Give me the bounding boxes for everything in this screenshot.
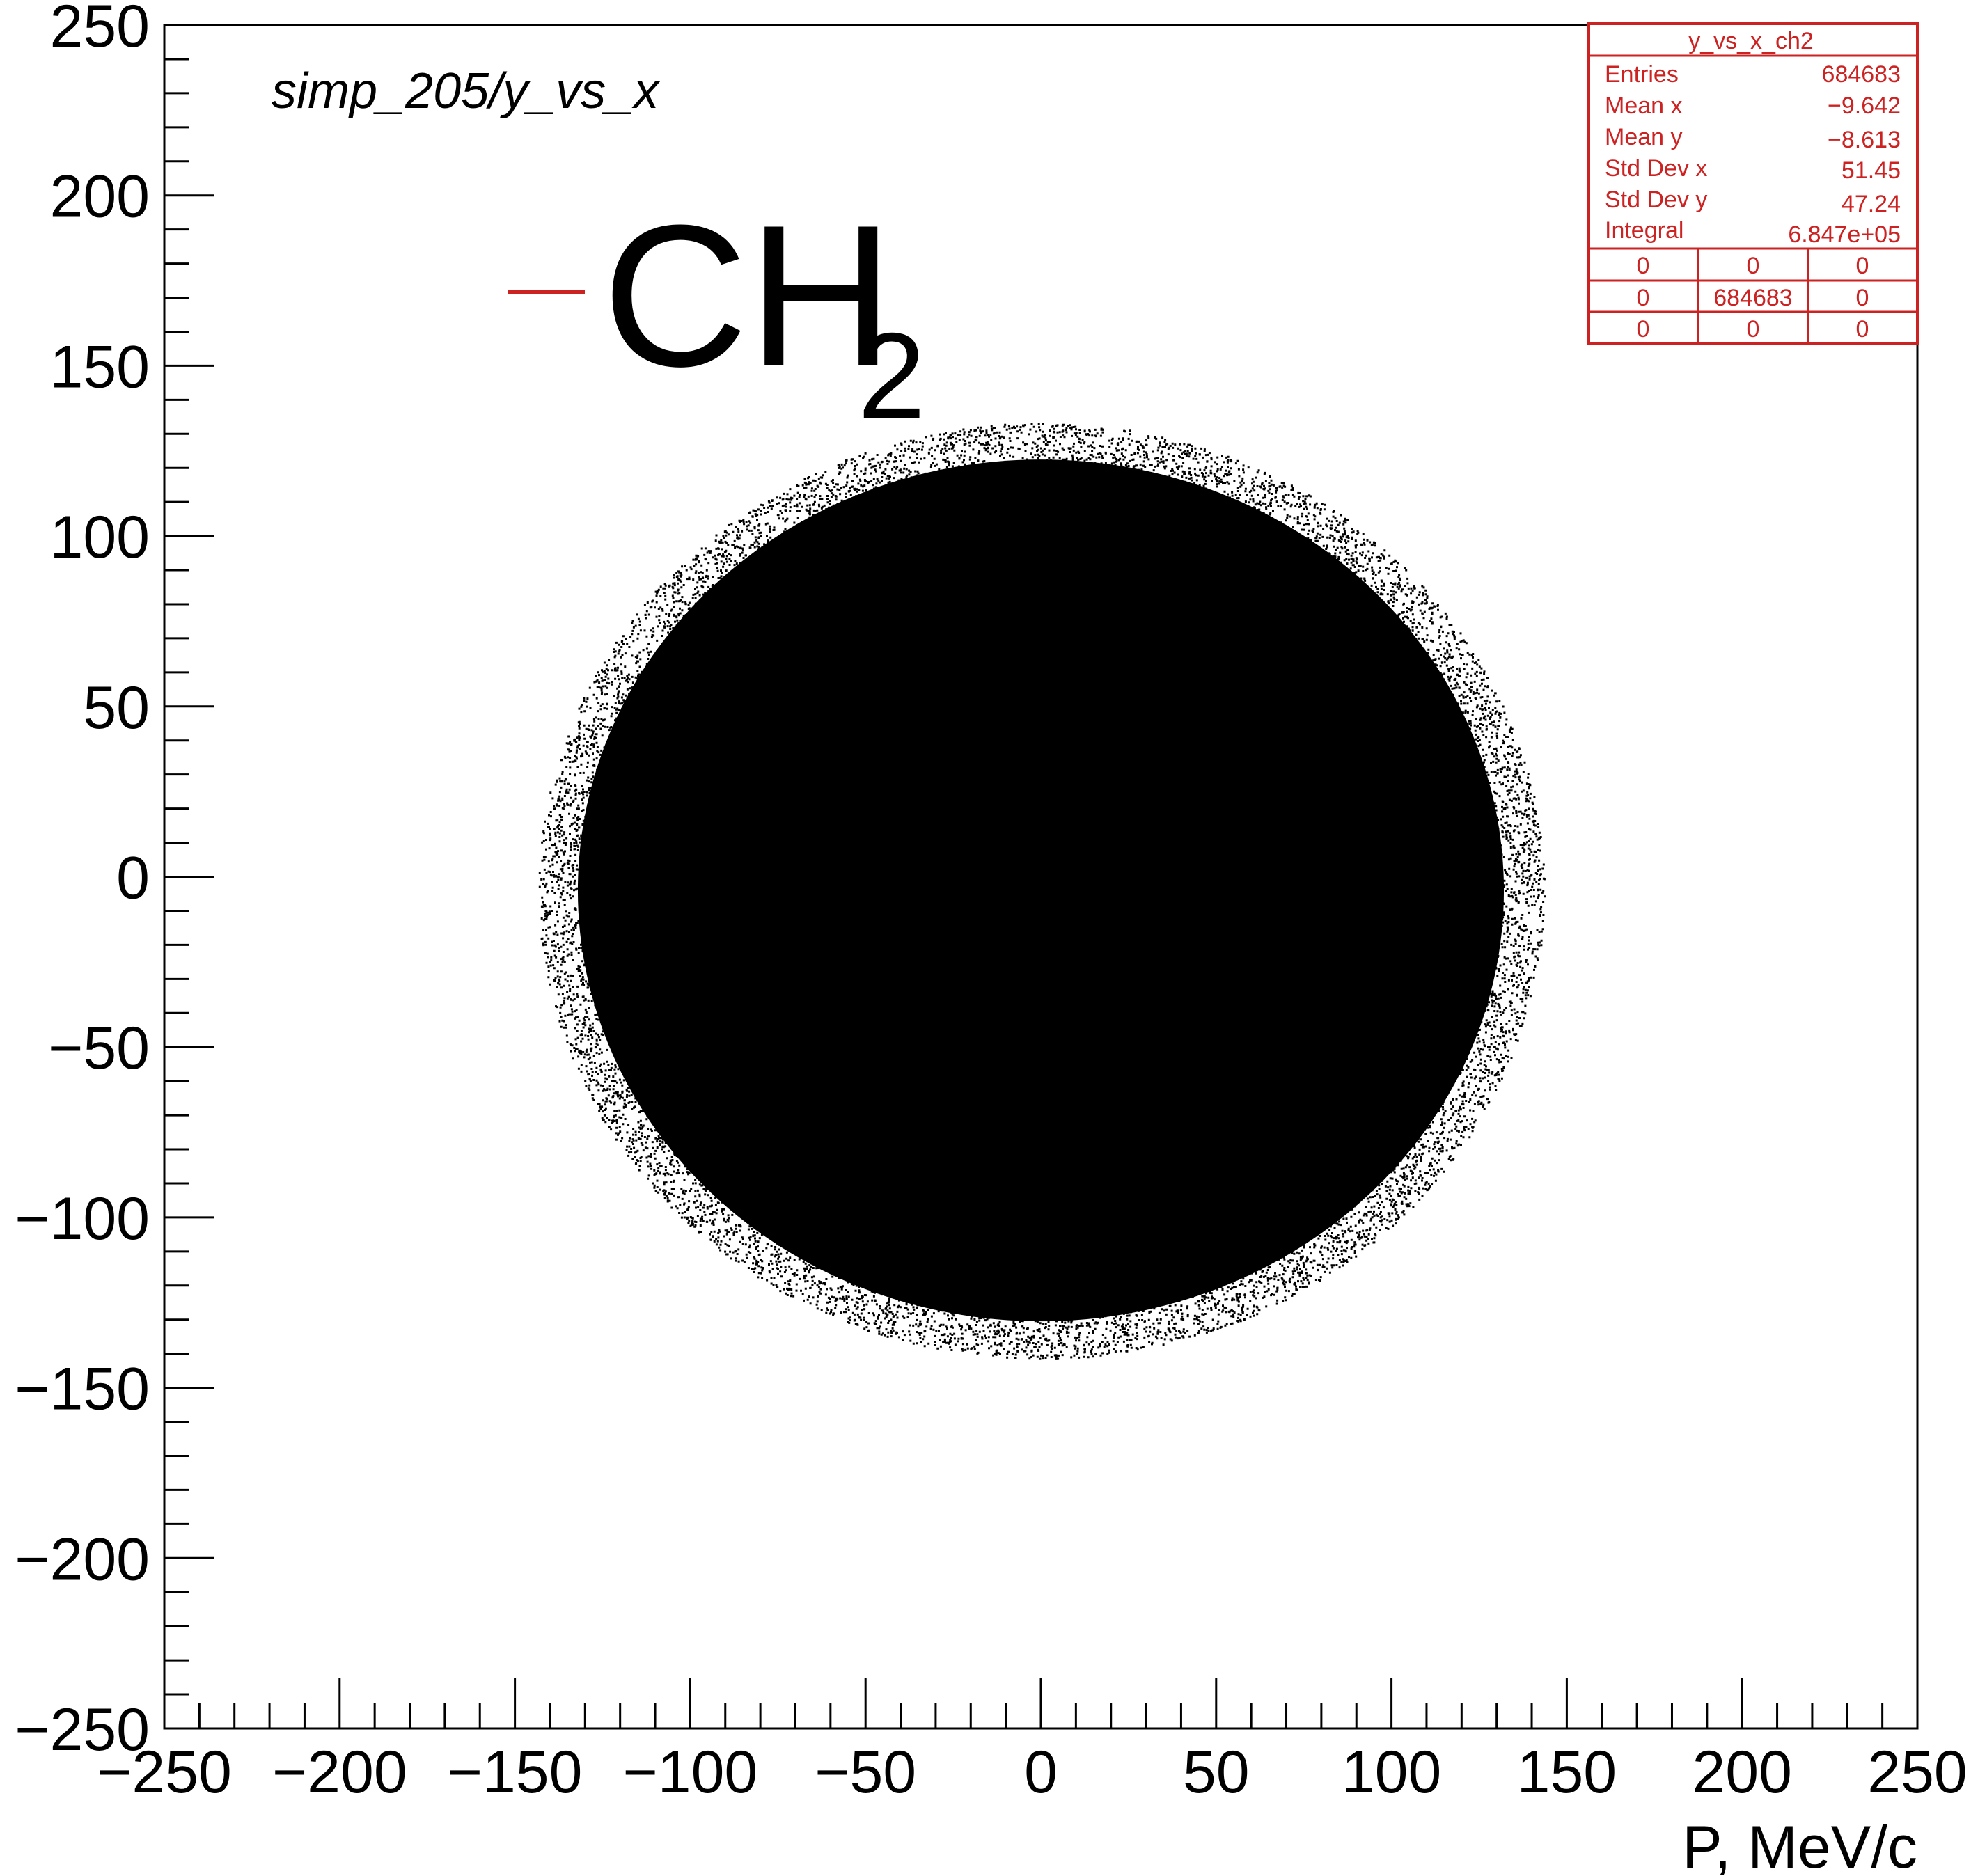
x-tick-label: 200 <box>1692 1739 1792 1806</box>
data-points <box>538 423 1546 1360</box>
stats-grid-cell: 0 <box>1637 253 1650 279</box>
stats-grid-cell: 0 <box>1747 253 1760 279</box>
x-tick-label: −150 <box>448 1739 583 1806</box>
y-tick-label: 200 <box>50 164 150 230</box>
stats-grid-cell: 0 <box>1637 316 1650 342</box>
y-tick-label: −250 <box>15 1696 150 1763</box>
x-axis: −250 −200 −150 −100 −50 0 50 100 150 200 250 <box>97 1678 1968 1806</box>
plot-title: simp_205/y_vs_x <box>272 63 661 119</box>
stats-label-std-dev-x: Std Dev x <box>1605 155 1707 182</box>
x-tick-label: 100 <box>1342 1739 1442 1806</box>
y-axis: −250 −200 −150 −100 −50 0 50 100 150 200 250 <box>15 0 214 1763</box>
stats-grid-cell: 0 <box>1747 316 1760 342</box>
scatter-core <box>577 459 1505 1322</box>
stats-value-mean-y: −8.613 <box>1828 127 1901 153</box>
x-tick-label: −50 <box>815 1739 916 1806</box>
x-tick-label: −200 <box>272 1739 407 1806</box>
stats-label-mean-y: Mean y <box>1605 124 1683 150</box>
stats-grid-cell: 0 <box>1856 253 1869 279</box>
stats-box: y_vs_x_ch2 Entries 684683 Mean x −9.642 … <box>1587 22 1919 345</box>
x-tick-label: 150 <box>1517 1739 1617 1806</box>
stats-grid-cell: 0 <box>1856 316 1869 342</box>
stats-grid-cell: 0 <box>1637 285 1650 311</box>
stats-label-std-dev-y: Std Dev y <box>1605 187 1707 213</box>
stats-box-frame <box>1587 22 1919 345</box>
y-tick-label: 0 <box>116 845 150 912</box>
stats-label-entries: Entries <box>1605 61 1679 88</box>
stats-value-mean-x: −9.642 <box>1828 93 1901 119</box>
stats-value-integral: 6.847e+05 <box>1788 221 1901 248</box>
stats-title: y_vs_x_ch2 <box>1688 28 1814 54</box>
stats-label-integral: Integral <box>1605 217 1683 244</box>
y-tick-label: −200 <box>15 1526 150 1593</box>
x-tick-label: 50 <box>1183 1739 1250 1806</box>
y-tick-label: −100 <box>15 1185 150 1252</box>
stats-value-std-dev-y: 47.24 <box>1842 191 1901 217</box>
stats-label-mean-x: Mean x <box>1605 93 1683 119</box>
legend: CH 2 <box>508 183 925 444</box>
x-tick-label: 0 <box>1024 1739 1058 1806</box>
stats-value-std-dev-x: 51.45 <box>1842 157 1901 184</box>
y-tick-label: 150 <box>50 333 150 400</box>
y-tick-label: 250 <box>50 0 150 60</box>
y-tick-label: 100 <box>50 504 150 571</box>
x-tick-label: 250 <box>1867 1739 1968 1806</box>
legend-label-ch2: CH <box>602 183 894 409</box>
y-tick-label: −150 <box>15 1356 150 1423</box>
stats-value-entries: 684683 <box>1822 61 1901 88</box>
y-tick-label: −50 <box>48 1015 150 1082</box>
x-axis-label: P, MeV/c <box>1682 1814 1917 1876</box>
legend-subscript-ch2: 2 <box>858 308 925 444</box>
y-tick-label: 50 <box>83 675 150 741</box>
stats-grid-cell: 684683 <box>1713 285 1792 311</box>
x-tick-label: −100 <box>623 1739 758 1806</box>
stats-grid-cell: 0 <box>1856 285 1869 311</box>
x-tick-label: −250 <box>97 1739 232 1806</box>
